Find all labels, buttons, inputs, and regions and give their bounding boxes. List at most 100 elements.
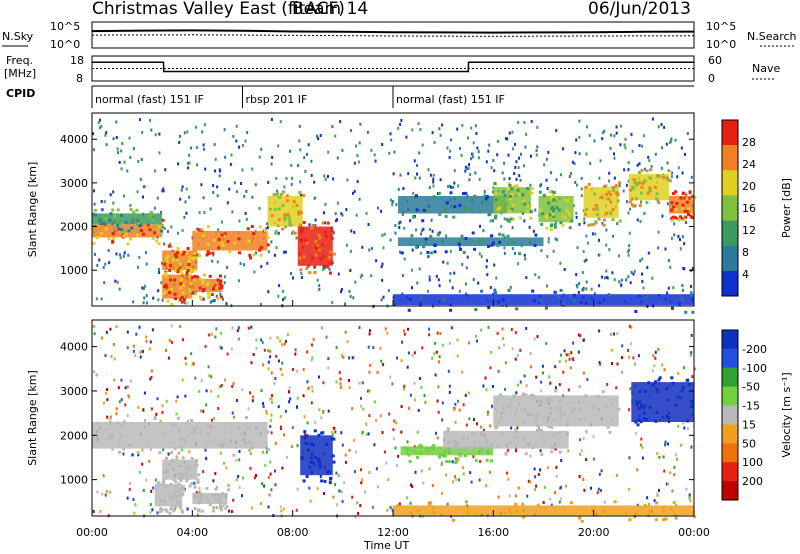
echo-patch-edge xyxy=(302,479,306,483)
echo-speckle xyxy=(231,385,234,388)
echo-speckle xyxy=(446,146,449,150)
echo-patch-edge xyxy=(480,289,484,293)
echo-speckle xyxy=(656,452,659,455)
echo-speckle xyxy=(156,397,159,401)
echo-patch-edge xyxy=(436,233,440,237)
echo-speckle xyxy=(535,484,538,488)
colorbar-swatch xyxy=(722,367,738,387)
echo-patch-edge xyxy=(504,451,508,455)
echo-speckle xyxy=(639,220,642,224)
echo-speckle xyxy=(484,376,487,380)
echo-speckle xyxy=(184,356,187,360)
echo-speckle xyxy=(431,484,434,487)
echo-speckle xyxy=(536,125,539,129)
echo-speckle xyxy=(625,278,628,282)
echo-speckle xyxy=(331,430,334,434)
echo-speckle xyxy=(563,349,566,353)
echo-patch-edge xyxy=(173,278,177,282)
echo-speckle xyxy=(458,147,461,150)
echo-patch-edge xyxy=(674,516,678,520)
echo-patch-edge xyxy=(164,283,168,287)
echo-speckle xyxy=(115,136,118,139)
echo-patch-edge xyxy=(555,406,559,410)
echo-patch-edge xyxy=(283,213,287,217)
echo-speckle xyxy=(585,458,588,462)
echo-speckle xyxy=(324,177,327,181)
echo-speckle xyxy=(142,195,144,199)
echo-speckle xyxy=(150,376,153,379)
echo-patch-edge xyxy=(126,242,130,246)
echo-patch-edge xyxy=(691,310,695,314)
echo-speckle xyxy=(277,405,280,409)
nave-label: Nave xyxy=(752,62,780,75)
echo-patch xyxy=(92,213,163,225)
echo-patch-edge xyxy=(169,287,173,291)
echo-patch-edge xyxy=(199,431,203,435)
echo-patch-edge xyxy=(526,187,530,191)
colorbar-tick: 20 xyxy=(742,180,756,193)
echo-speckle xyxy=(583,488,586,492)
echo-speckle xyxy=(100,336,103,340)
echo-patch-edge xyxy=(331,454,335,458)
echo-speckle xyxy=(380,359,383,363)
echo-patch-edge xyxy=(136,451,140,455)
echo-speckle xyxy=(241,168,244,172)
echo-patch-edge xyxy=(445,460,449,463)
echo-patch-edge xyxy=(165,285,169,289)
echo-patch-edge xyxy=(433,250,437,254)
echo-patch-edge xyxy=(195,463,199,467)
echo-speckle xyxy=(258,155,261,159)
echo-speckle xyxy=(283,342,286,346)
echo-patch-edge xyxy=(512,204,516,207)
echo-speckle xyxy=(109,327,112,331)
echo-patch-edge xyxy=(523,202,527,206)
echo-speckle xyxy=(298,139,301,143)
echo-patch xyxy=(192,230,268,251)
echo-speckle xyxy=(92,510,95,513)
echo-patch-edge xyxy=(429,234,433,238)
echo-patch-edge xyxy=(515,184,519,188)
echo-speckle xyxy=(235,190,238,194)
echo-speckle xyxy=(205,456,208,460)
station-title: Christmas Valley East (fitACF) xyxy=(92,0,345,19)
echo-speckle xyxy=(632,356,635,360)
echo-speckle xyxy=(348,289,351,293)
echo-speckle xyxy=(323,492,325,495)
echo-speckle xyxy=(358,141,361,145)
echo-speckle xyxy=(295,508,298,512)
echo-speckle xyxy=(476,146,479,150)
echo-speckle xyxy=(636,218,639,222)
echo-patch-edge xyxy=(553,225,557,229)
echo-speckle xyxy=(503,217,506,221)
echo-speckle xyxy=(159,419,162,423)
echo-speckle xyxy=(381,143,384,146)
echo-patch-edge xyxy=(515,307,519,311)
echo-speckle xyxy=(472,141,475,145)
echo-patch-edge xyxy=(618,219,622,223)
echo-speckle xyxy=(149,377,152,381)
echo-speckle xyxy=(628,408,631,412)
echo-speckle xyxy=(553,290,556,294)
echo-patch-edge xyxy=(484,440,488,444)
echo-patch-edge xyxy=(185,477,189,481)
echo-speckle xyxy=(395,421,398,425)
echo-speckle xyxy=(495,276,498,280)
echo-speckle xyxy=(245,217,248,221)
echo-speckle xyxy=(586,377,589,381)
echo-patch-edge xyxy=(407,308,411,312)
echo-speckle xyxy=(464,282,467,286)
echo-patch-edge xyxy=(490,459,493,463)
echo-speckle xyxy=(271,394,273,397)
echo-speckle xyxy=(451,480,454,484)
echo-patch-edge xyxy=(172,468,175,472)
echo-speckle xyxy=(539,184,542,188)
echo-speckle xyxy=(605,243,608,247)
echo-speckle xyxy=(615,131,618,135)
echo-patch-edge xyxy=(198,286,202,290)
echo-patch-edge xyxy=(263,229,267,233)
echo-patch-edge xyxy=(464,191,468,195)
echo-speckle xyxy=(523,253,526,257)
echo-patch-edge xyxy=(685,200,689,204)
echo-patch-edge xyxy=(153,231,156,235)
xtick-label: 16:00 xyxy=(477,526,509,539)
